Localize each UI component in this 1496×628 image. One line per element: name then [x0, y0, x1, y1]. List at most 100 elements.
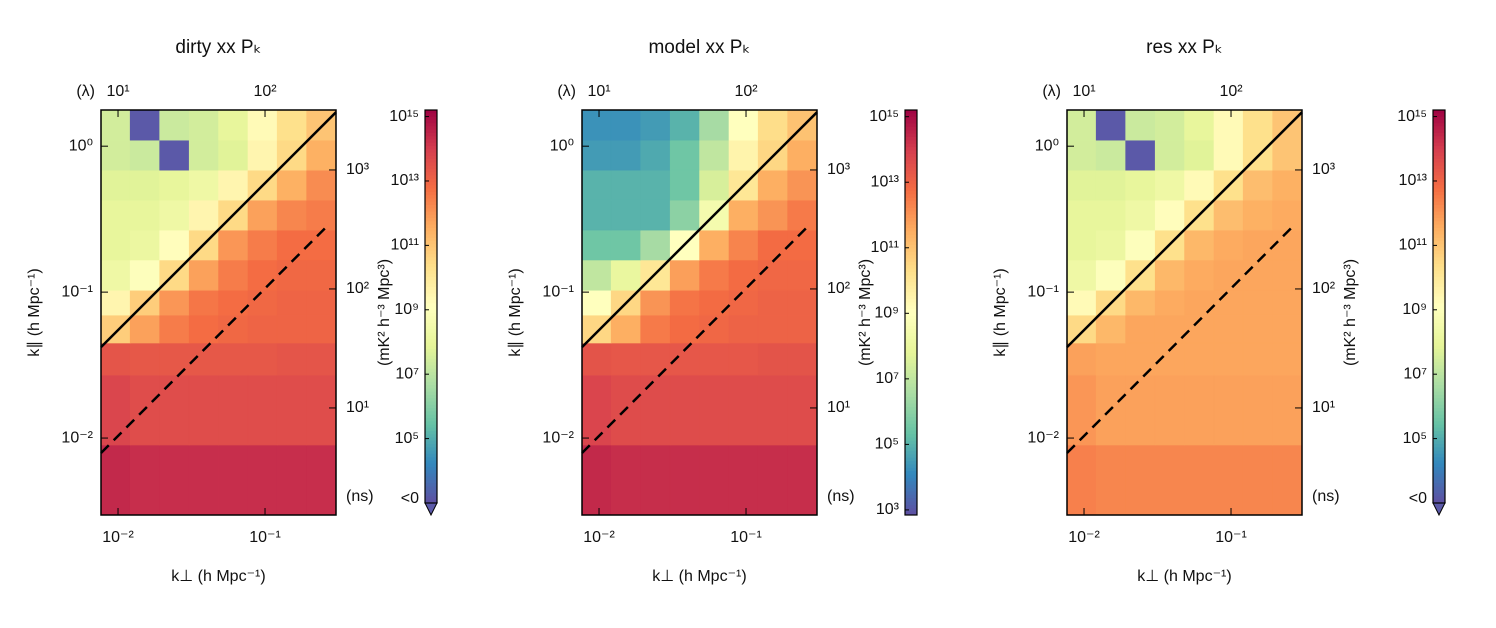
colorbar-segment — [425, 424, 437, 429]
colorbar-label: (mK² h⁻³ Mpc³) — [857, 259, 874, 366]
colorbar-segment — [425, 299, 437, 304]
heatmap-cell — [1242, 314, 1273, 344]
heatmap-cell — [728, 199, 759, 231]
heatmap-cell — [1066, 109, 1097, 141]
heatmap-cell — [699, 444, 730, 516]
colorbar-segment — [1433, 139, 1445, 144]
heatmap-cell — [699, 139, 730, 171]
colorbar-segment — [1433, 152, 1445, 157]
chart-title: res xx Pₖ — [1146, 37, 1223, 58]
colorbar-segment — [905, 417, 917, 421]
heatmap-cell — [728, 289, 759, 316]
heatmap-cell — [787, 444, 818, 516]
colorbar-segment — [1433, 146, 1445, 150]
colorbar-segment — [425, 129, 437, 134]
colorbar-segment — [1433, 283, 1445, 288]
colorbar-segment — [425, 411, 437, 416]
colorbar-segment — [1433, 473, 1445, 478]
colorbar-segment — [905, 359, 917, 364]
colorbar-segment — [1433, 444, 1445, 448]
x-axis-label: k⊥ (h Mpc⁻¹) — [171, 568, 265, 585]
colorbar-segment — [905, 147, 917, 151]
y2-tick-label: 10² — [1312, 280, 1336, 297]
colorbar-segment — [905, 261, 917, 266]
colorbar-segment — [425, 132, 437, 137]
heatmap-cell — [610, 109, 641, 141]
heatmap-cell — [306, 342, 337, 376]
x2-axis-label: (λ) — [76, 83, 95, 100]
x2-axis-label: (λ) — [1042, 83, 1061, 100]
colorbar-segment — [1433, 241, 1445, 245]
heatmap-cell — [276, 199, 307, 231]
heatmap-cell — [699, 169, 730, 201]
heatmap-cell — [669, 169, 700, 201]
colorbar-segment — [905, 501, 917, 506]
heatmap-cell — [188, 169, 219, 201]
colorbar-segment — [905, 305, 917, 310]
colorbar-segment — [1433, 398, 1445, 402]
colorbar-segment — [905, 302, 917, 307]
colorbar-frame — [424, 109, 438, 504]
y-tick-label: 10⁻² — [61, 429, 93, 446]
colorbar-segment — [1433, 499, 1445, 504]
colorbar-segment — [1433, 414, 1445, 419]
heatmap-cell — [218, 259, 249, 291]
heatmap-cell — [306, 169, 337, 201]
colorbar-segment — [425, 355, 437, 360]
heatmap-cell — [100, 342, 131, 376]
colorbar-segment — [905, 400, 917, 405]
colorbar-segment — [425, 277, 437, 281]
heatmap-cell — [1272, 169, 1303, 201]
colorbar-segment — [425, 237, 437, 242]
heatmap-cell — [1272, 229, 1303, 261]
heatmap-cell — [1184, 374, 1215, 446]
heatmap-cell — [218, 374, 249, 446]
colorbar-segment — [905, 498, 917, 502]
heatmap-cell — [129, 444, 160, 516]
colorbar-segment — [905, 123, 917, 128]
y-tick-label: 10⁻² — [1027, 429, 1059, 446]
colorbar-segment — [425, 388, 437, 393]
colorbar-segment — [905, 258, 917, 263]
colorbar-segment — [905, 363, 917, 367]
colorbar-segment — [425, 437, 437, 442]
colorbar-segment — [905, 191, 917, 195]
colorbar-segment — [425, 126, 437, 131]
colorbar-tick-label: 10⁹ — [874, 305, 899, 322]
x2-tick-label: 10² — [734, 83, 758, 100]
heatmap-cell — [1125, 314, 1156, 344]
heatmap-cell — [100, 169, 131, 201]
colorbar-segment — [905, 454, 917, 459]
colorbar-segment — [905, 346, 917, 351]
colorbar-segment — [425, 332, 437, 337]
panel: res xx Pₖ k⊥ (h Mpc⁻¹) k∥ (h Mpc⁻¹) (λ) (ns)… — [992, 37, 1446, 585]
heatmap-cell — [581, 374, 612, 446]
colorbar-segment — [425, 322, 437, 327]
heatmap-cell — [640, 109, 671, 141]
heatmap-cell — [100, 259, 131, 291]
colorbar-segment — [905, 474, 917, 479]
heatmap-cell — [640, 374, 671, 446]
colorbar-tick-label: 10¹¹ — [1399, 237, 1427, 254]
colorbar-segment — [425, 283, 437, 288]
colorbar-segment — [905, 275, 917, 280]
colorbar-segment — [905, 386, 917, 391]
colorbar-under-label: <0 — [401, 490, 419, 507]
colorbar-segment — [1433, 191, 1445, 196]
colorbar-segment — [905, 322, 917, 327]
y2-tick-label: 10² — [346, 280, 370, 297]
colorbar-segment — [1433, 142, 1445, 147]
heatmap-cell — [188, 139, 219, 171]
x-tick-label: 10⁻¹ — [249, 529, 281, 546]
colorbar-segment — [905, 464, 917, 469]
heatmap-cell — [1125, 169, 1156, 201]
x2-tick-label: 10¹ — [106, 83, 129, 100]
colorbar-tick-label: 10¹³ — [1399, 172, 1428, 189]
colorbar-segment — [905, 201, 917, 205]
colorbar-segment — [1433, 430, 1445, 435]
heatmap-cell — [1125, 109, 1156, 141]
heatmap-cell — [247, 314, 278, 344]
colorbar-segment — [425, 313, 437, 317]
colorbar-segment — [905, 207, 917, 212]
heatmap-cell — [581, 169, 612, 201]
